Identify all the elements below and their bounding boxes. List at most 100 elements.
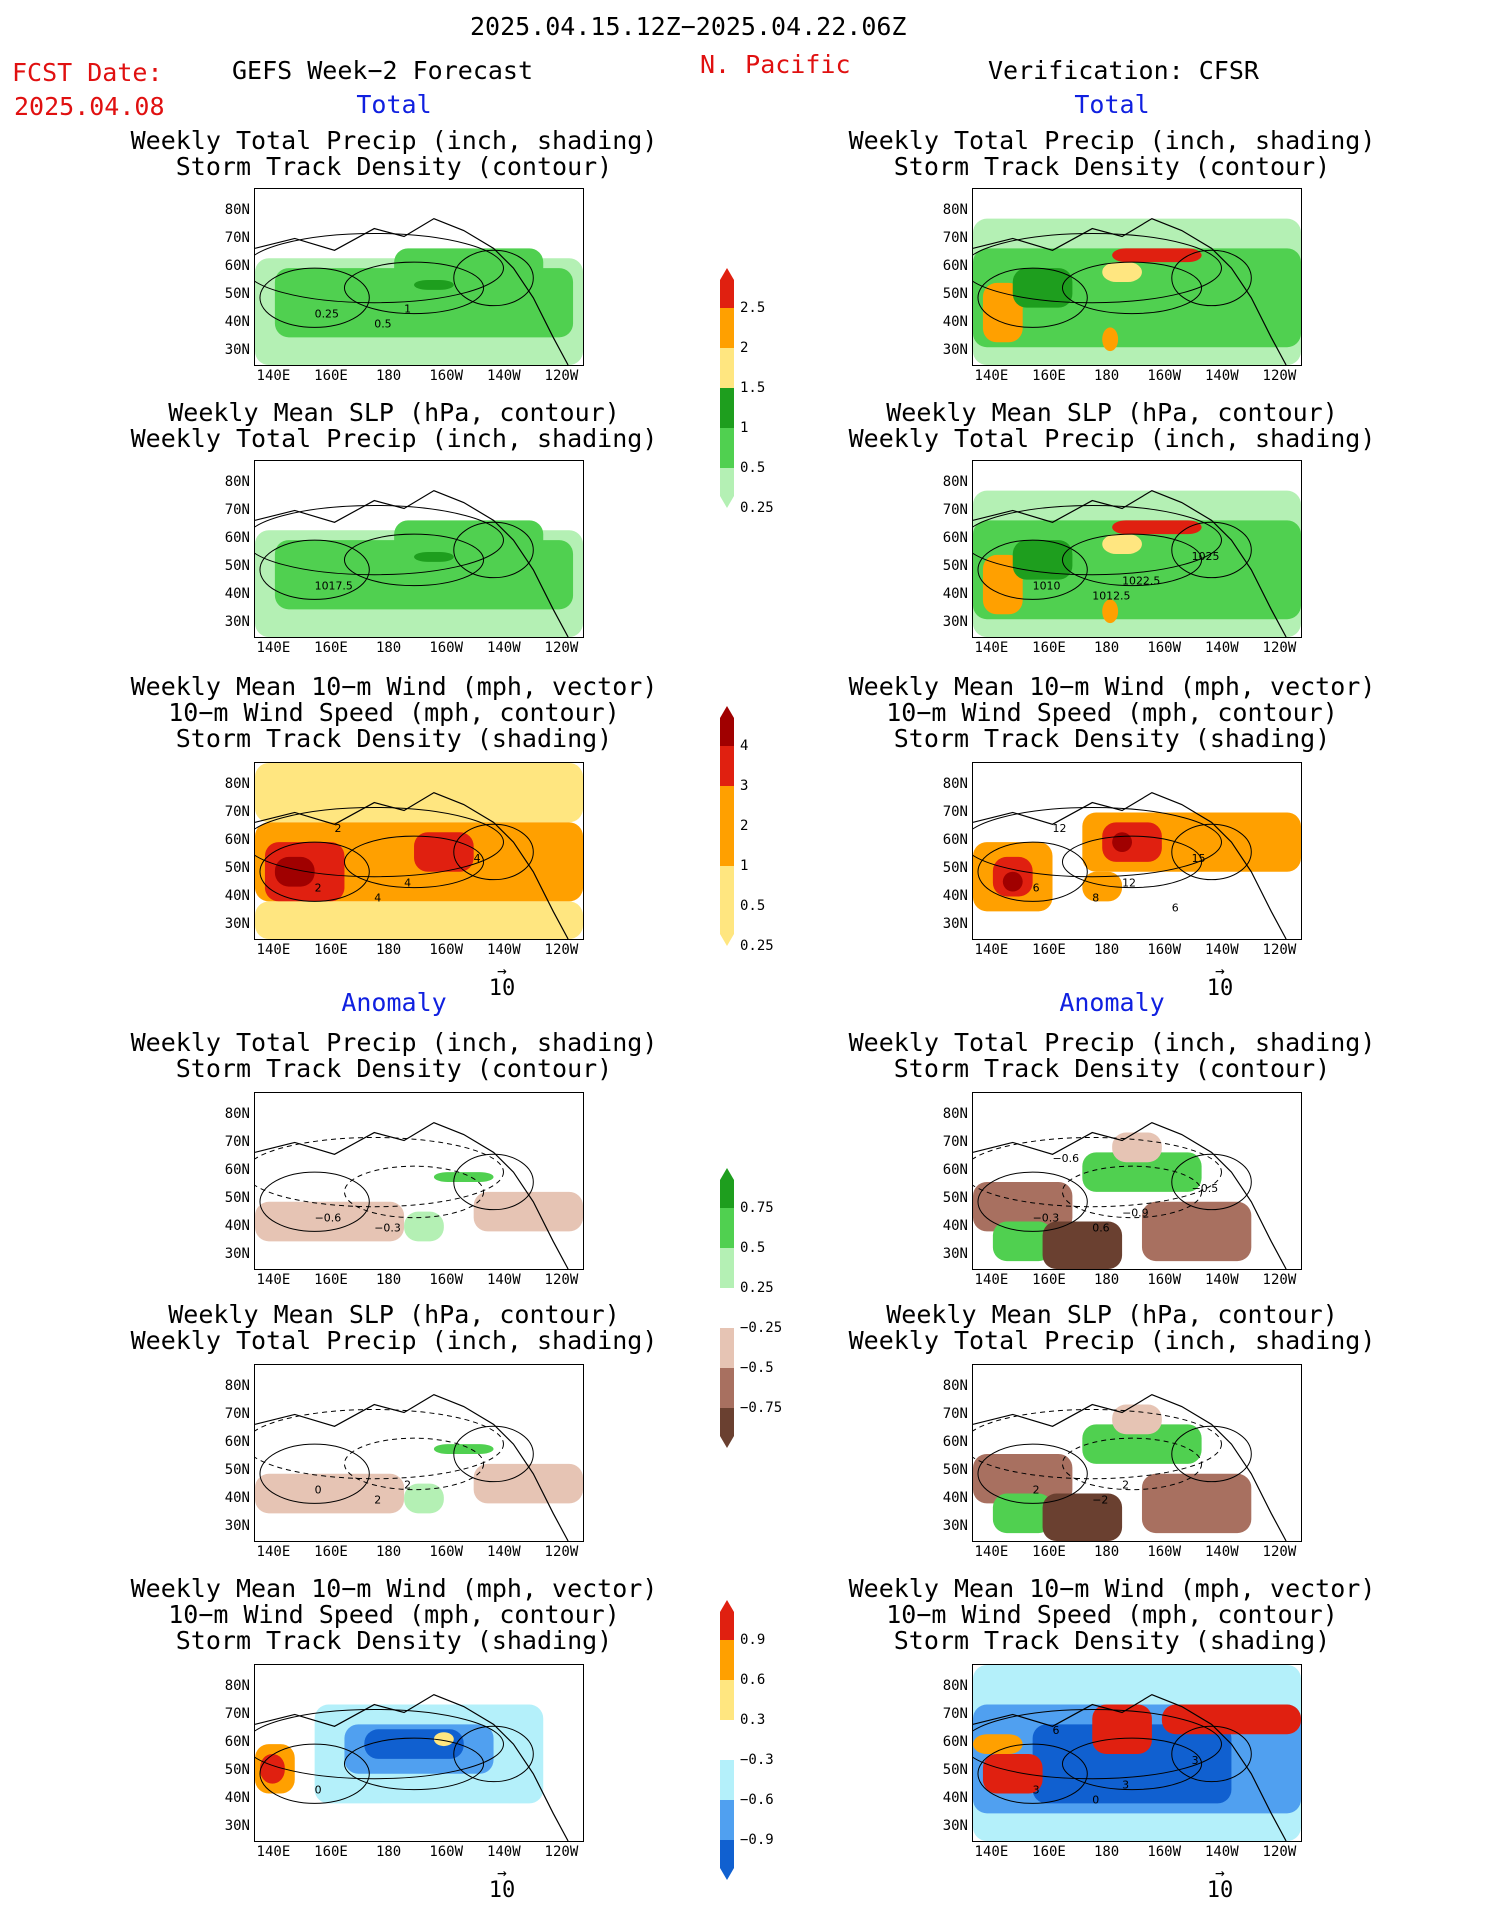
contour-label: 1025: [1192, 550, 1220, 563]
lon-tick-label: 160E: [314, 368, 348, 384]
lat-tick-label: 60N: [942, 1434, 968, 1450]
contour-line: [1061, 1437, 1203, 1491]
lon-tick-label: 140E: [256, 640, 291, 656]
lat-tick-label: 80N: [224, 776, 250, 792]
section-anomaly-left: Anomaly: [341, 988, 447, 1017]
colorbar-label: −0.6: [740, 1792, 774, 1808]
lat-tick-label: 70N: [942, 1406, 968, 1422]
lat-tick-label: 70N: [942, 502, 968, 518]
contour-line: [1171, 1153, 1252, 1211]
colorbar-segment: [720, 1640, 734, 1680]
lat-tick-label: 50N: [942, 558, 968, 574]
map-panel-l6: 0: [254, 1664, 584, 1842]
contour-label: −0.3: [374, 1221, 401, 1234]
vector-ref-r3: → 10: [1190, 963, 1250, 1002]
vector-ref-label: 10: [488, 1878, 516, 1903]
colorbar-segment: [720, 1408, 734, 1448]
contour-label: 0.5: [374, 317, 391, 330]
contour-line: [977, 539, 1088, 600]
coastline: [255, 490, 569, 637]
shaded-region: [433, 1732, 454, 1747]
colorbar-segment: [720, 348, 734, 388]
vector-ref-label: 10: [488, 976, 516, 1001]
contour-label: 8: [1092, 891, 1099, 904]
contour-line: [453, 1725, 534, 1783]
lon-tick-label: 160W: [429, 1272, 464, 1288]
lat-tick-label: 40N: [942, 1490, 968, 1506]
lat-tick-label: 30N: [942, 916, 968, 932]
lat-tick-label: 30N: [942, 342, 968, 358]
forecast-title: GEFS Week−2 Forecast: [232, 56, 534, 85]
title-l1: Weekly Total Precip (inch, shading) Stor…: [130, 126, 658, 181]
lon-tick-label: 160E: [1032, 1844, 1066, 1860]
lat-tick-label: 40N: [942, 1218, 968, 1234]
contour-line: [343, 261, 485, 315]
colorbar-label: 0.3: [740, 1712, 766, 1728]
region-label: N. Pacific: [700, 50, 851, 79]
map-canvas: 2 4 4 4 2: [255, 763, 583, 939]
colorbar-label: 0.25: [740, 1280, 774, 1296]
contour-line: [259, 1743, 370, 1804]
shaded-region: [1141, 1201, 1252, 1262]
lon-tick-label: 160E: [1032, 640, 1066, 656]
lon-tick-label: 140W: [486, 942, 521, 958]
shaded-region: [1112, 1404, 1162, 1435]
contour-line: [973, 233, 1222, 304]
shaded-region: [982, 1753, 1043, 1794]
contour-line: [1171, 521, 1252, 579]
colorbar-label: 0.9: [740, 1632, 766, 1648]
title-l6: Weekly Mean 10−m Wind (mph, vector) 10−m…: [130, 1574, 658, 1655]
contour-line: [1061, 1165, 1203, 1219]
colorbar-label: 3: [740, 778, 749, 794]
shaded-region: [1112, 832, 1133, 852]
lat-tick-label: 60N: [942, 832, 968, 848]
colorbar-segment: [720, 1248, 734, 1288]
lat-tick-label: 30N: [224, 1518, 250, 1534]
lon-tick-label: 120W: [1262, 1272, 1297, 1288]
colorbar-label: 1.5: [740, 380, 766, 396]
lat-tick-label: 60N: [942, 1734, 968, 1750]
lon-tick-label: 180: [375, 1844, 402, 1860]
lon-tick-label: 140W: [486, 1844, 521, 1860]
colorbar-segment: [720, 1760, 734, 1800]
coastline: [973, 1394, 1287, 1541]
lat-tick-label: 80N: [942, 776, 968, 792]
contour-label: −0.6: [1053, 1152, 1080, 1165]
contour-line: [1061, 261, 1203, 315]
contour-line: [1171, 249, 1252, 307]
contour-line: [1171, 823, 1252, 881]
map-panel-r3: 6 8 12 15 12 6: [972, 762, 1302, 940]
colorbar-segment: [720, 706, 734, 746]
lon-tick-label: 120W: [544, 1844, 579, 1860]
map-panel-r5: 2 −2 2: [972, 1364, 1302, 1542]
colorbar-segment: [720, 1680, 734, 1720]
contour-line: [977, 267, 1088, 328]
colorbar-segment: [720, 1328, 734, 1368]
lon-tick-label: 180: [1093, 942, 1120, 958]
lat-tick-label: 80N: [224, 474, 250, 490]
lon-tick-label: 160E: [1032, 942, 1066, 958]
lon-tick-label: 160W: [429, 1844, 464, 1860]
lon-tick-label: 140E: [256, 1844, 291, 1860]
colorbar-label: −0.3: [740, 1752, 774, 1768]
coastline: [973, 490, 1287, 637]
shaded-region: [255, 901, 583, 939]
lat-tick-label: 50N: [942, 860, 968, 876]
section-total-right: Total: [1074, 90, 1150, 119]
contour-label: 0: [1092, 1793, 1099, 1806]
contour-line: [255, 233, 504, 304]
colorbar-segment: [720, 308, 734, 348]
lat-tick-label: 70N: [942, 804, 968, 820]
colorbar-label: 0.25: [740, 938, 774, 954]
lat-tick-label: 60N: [224, 1734, 250, 1750]
lat-tick-label: 30N: [224, 1818, 250, 1834]
shaded-region: [433, 1444, 494, 1454]
shaded-region: [982, 282, 1023, 343]
shaded-region: [1112, 248, 1202, 263]
shaded-region: [1002, 871, 1023, 892]
lon-tick-label: 120W: [1262, 942, 1297, 958]
shaded-region: [414, 279, 454, 290]
lat-tick-label: 40N: [224, 1790, 250, 1806]
shaded-region: [1112, 520, 1202, 535]
